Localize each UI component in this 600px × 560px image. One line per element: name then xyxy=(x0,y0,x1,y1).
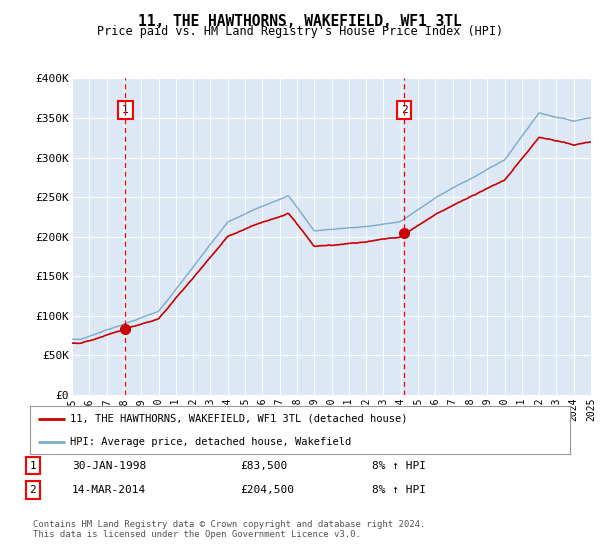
Text: 2: 2 xyxy=(29,485,37,495)
Text: 11, THE HAWTHORNS, WAKEFIELD, WF1 3TL (detached house): 11, THE HAWTHORNS, WAKEFIELD, WF1 3TL (d… xyxy=(71,414,408,424)
Text: £83,500: £83,500 xyxy=(240,461,287,471)
Text: 1: 1 xyxy=(29,461,37,471)
Text: 8% ↑ HPI: 8% ↑ HPI xyxy=(372,461,426,471)
Text: Price paid vs. HM Land Registry's House Price Index (HPI): Price paid vs. HM Land Registry's House … xyxy=(97,25,503,38)
Text: HPI: Average price, detached house, Wakefield: HPI: Average price, detached house, Wake… xyxy=(71,437,352,447)
Text: 11, THE HAWTHORNS, WAKEFIELD, WF1 3TL: 11, THE HAWTHORNS, WAKEFIELD, WF1 3TL xyxy=(138,14,462,29)
Text: 2: 2 xyxy=(401,105,407,115)
Text: 8% ↑ HPI: 8% ↑ HPI xyxy=(372,485,426,495)
Text: 30-JAN-1998: 30-JAN-1998 xyxy=(72,461,146,471)
Text: 1: 1 xyxy=(122,105,128,115)
Text: Contains HM Land Registry data © Crown copyright and database right 2024.
This d: Contains HM Land Registry data © Crown c… xyxy=(33,520,425,539)
Text: 14-MAR-2014: 14-MAR-2014 xyxy=(72,485,146,495)
Text: £204,500: £204,500 xyxy=(240,485,294,495)
